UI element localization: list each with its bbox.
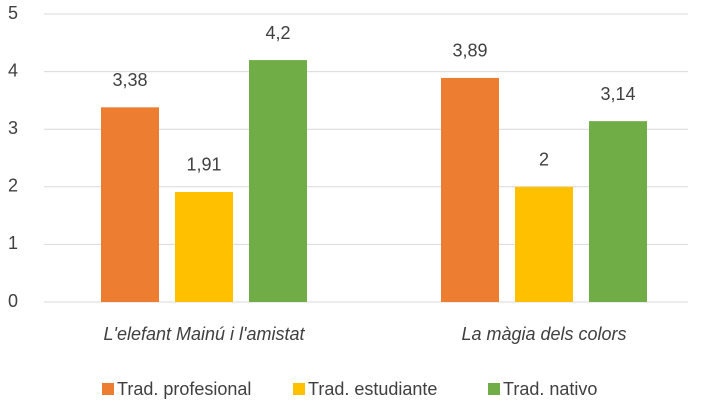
y-tick-label: 5 bbox=[8, 3, 18, 23]
bar bbox=[589, 121, 647, 302]
legend-swatch bbox=[293, 383, 305, 395]
value-label: 2 bbox=[539, 150, 549, 170]
bar bbox=[249, 60, 307, 302]
x-tick-label: La màgia dels colors bbox=[461, 324, 626, 344]
legend-label: Trad. nativo bbox=[503, 379, 597, 399]
y-tick-label: 1 bbox=[8, 233, 18, 253]
legend-swatch bbox=[488, 383, 500, 395]
bar bbox=[515, 186, 573, 302]
bar bbox=[175, 191, 233, 302]
legend-swatch bbox=[102, 383, 114, 395]
legend-label: Trad. estudiante bbox=[308, 379, 437, 399]
y-tick-label: 2 bbox=[8, 176, 18, 196]
x-tick-label: L'elefant Mainú i l'amistat bbox=[104, 324, 306, 344]
value-label: 3,14 bbox=[600, 84, 635, 104]
bar bbox=[101, 107, 159, 302]
y-tick-label: 0 bbox=[8, 291, 18, 311]
value-label: 4,2 bbox=[265, 23, 290, 43]
bar bbox=[441, 77, 499, 302]
value-label: 3,89 bbox=[452, 41, 487, 61]
legend-label: Trad. profesional bbox=[117, 379, 251, 399]
value-label: 1,91 bbox=[186, 155, 221, 175]
value-label: 3,38 bbox=[112, 70, 147, 90]
y-tick-label: 4 bbox=[8, 60, 18, 80]
y-tick-label: 3 bbox=[8, 118, 18, 138]
